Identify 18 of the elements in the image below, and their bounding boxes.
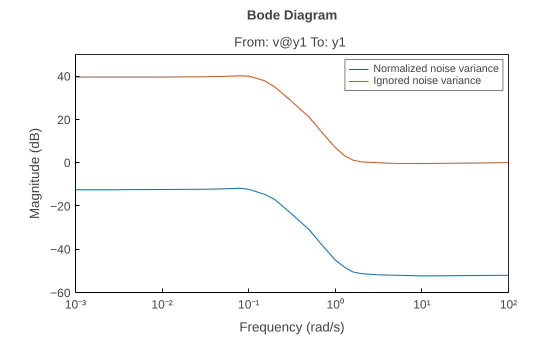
x-tick-label: 10⁻³ [64,298,86,312]
x-tick-label: 10⁰ [326,298,344,312]
legend-label: Ignored noise variance [373,75,482,87]
x-tick-label: 10¹ [413,298,431,312]
chart-title: Bode Diagram [246,8,338,22]
legend-label: Normalized noise variance [373,63,499,75]
y-tick-label: −20 [50,199,71,214]
y-tick-label: 0 [64,156,71,170]
x-tick-label: 10² [500,298,518,312]
y-tick-label: 20 [57,112,71,127]
chart-subtitle: From: v@y1 To: y1 [234,34,346,50]
y-tick-label: 40 [57,70,71,84]
x-tick-label: 10⁻¹ [238,298,260,312]
x-axis-title: Frequency (rad/s) [239,320,345,334]
y-tick-label: −40 [50,242,71,257]
x-tick-label: 10⁻² [151,298,173,312]
y-tick-label: −60 [50,286,71,300]
y-axis-title: Magnitude (dB) [27,128,42,220]
